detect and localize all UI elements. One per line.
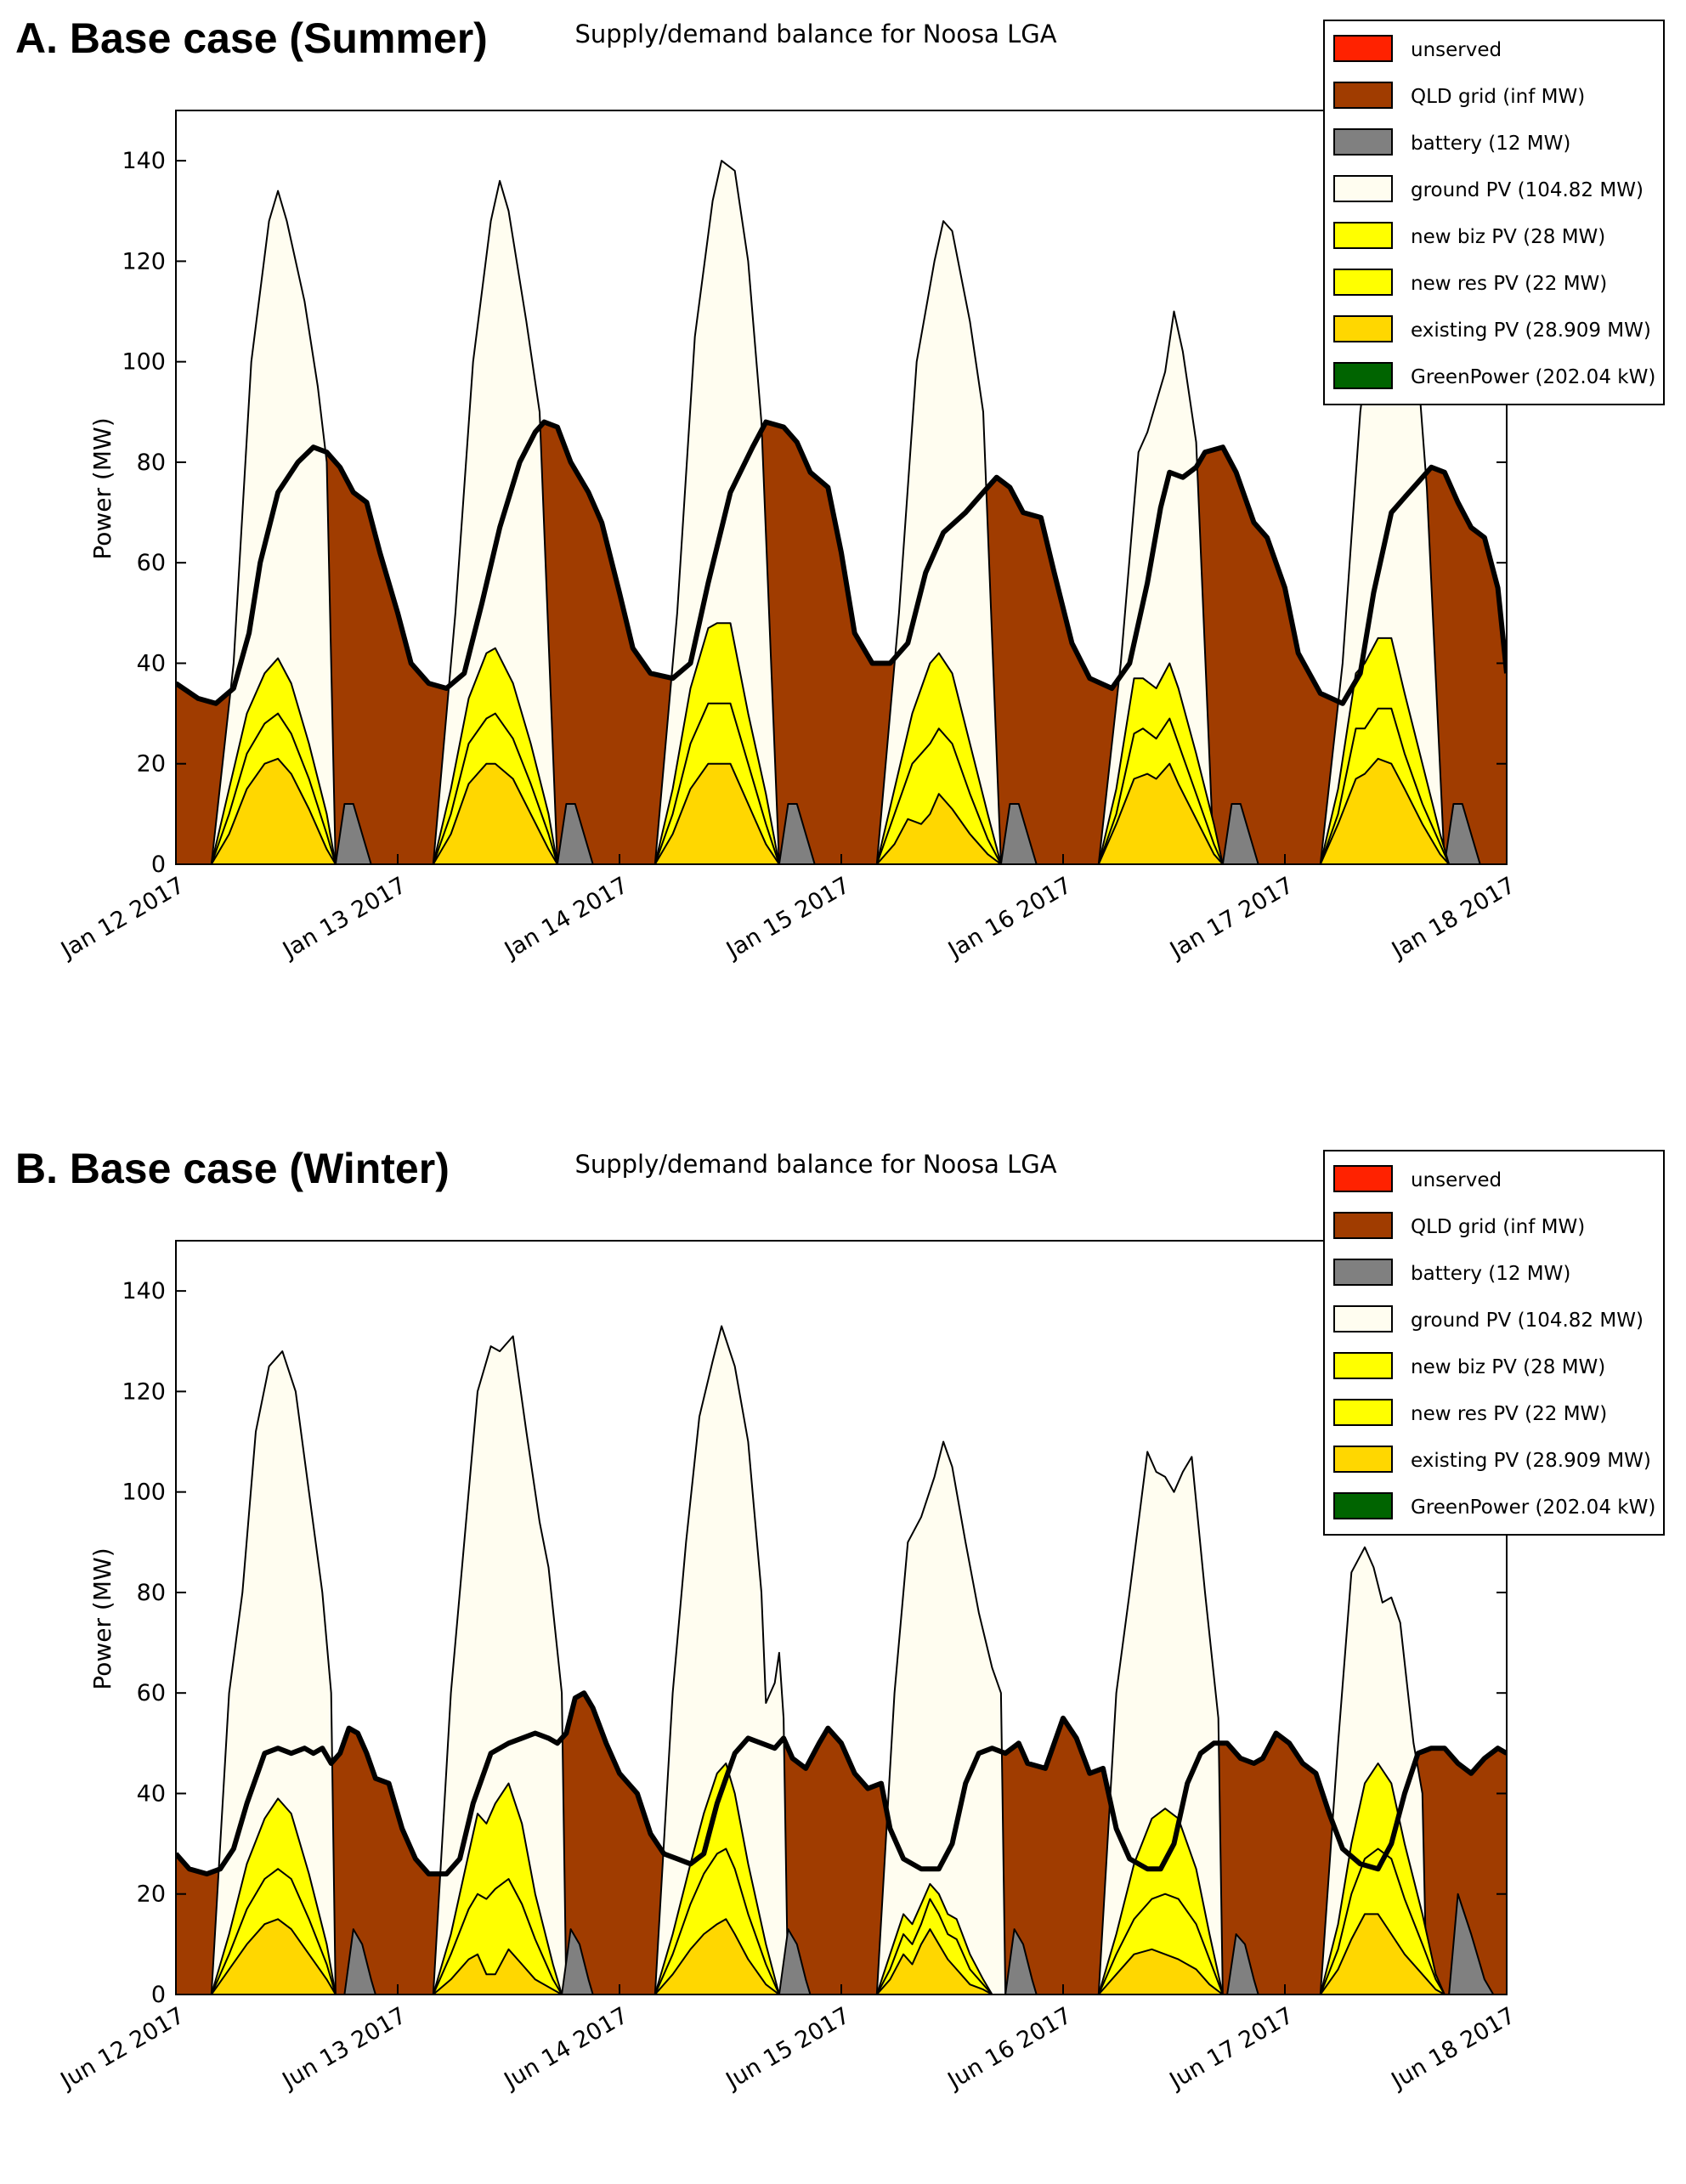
legend: unserved QLD grid (inf MW) battery (12 MW)… xyxy=(1323,20,1665,405)
x-tick-label: Jun 18 2017 xyxy=(1386,2002,1520,2095)
y-tick-label: 100 xyxy=(122,349,166,376)
y-tick-label: 120 xyxy=(122,248,166,274)
y-tick-label: 140 xyxy=(122,148,166,174)
x-tick-label: Jun 13 2017 xyxy=(277,2002,411,2095)
legend-swatch xyxy=(1333,362,1393,389)
x-tick-label: Jun 15 2017 xyxy=(721,2002,855,2095)
legend-entry: existing PV (28.909 MW) xyxy=(1411,320,1651,342)
legend-box xyxy=(1323,20,1665,405)
plot-area xyxy=(176,160,1507,864)
legend-swatch xyxy=(1333,128,1393,156)
legend-entry: QLD grid (inf MW) xyxy=(1411,86,1585,108)
legend-entry: new biz PV (28 MW) xyxy=(1411,226,1605,248)
legend-swatch xyxy=(1333,35,1393,62)
panel-label: A. Base case (Summer) xyxy=(15,14,488,62)
chart-title: Supply/demand balance for Noosa LGA xyxy=(574,1150,1056,1179)
legend-entry: battery (12 MW) xyxy=(1411,1263,1570,1285)
y-tick-label: 20 xyxy=(137,1881,166,1908)
legend-swatch xyxy=(1333,82,1393,109)
demand-line xyxy=(176,1690,1507,1877)
legend-swatch xyxy=(1333,315,1393,342)
legend-entry: QLD grid (inf MW) xyxy=(1411,1216,1585,1238)
x-tick-label: Jun 12 2017 xyxy=(55,2002,190,2095)
y-tick-label: 80 xyxy=(137,1580,166,1606)
legend-entry: new res PV (22 MW) xyxy=(1411,1403,1607,1425)
x-tick-label: Jan 13 2017 xyxy=(277,872,410,965)
legend-swatch xyxy=(1333,1212,1393,1239)
x-tick-label: Jan 17 2017 xyxy=(1164,872,1298,965)
demand-line xyxy=(176,419,1507,706)
legend-swatch xyxy=(1333,222,1393,249)
legend-entry: ground PV (104.82 MW) xyxy=(1411,179,1644,201)
legend-swatch xyxy=(1333,1446,1393,1473)
plot-area xyxy=(176,1325,1507,1994)
y-tick-label: 140 xyxy=(122,1278,166,1304)
legend-entry: unserved xyxy=(1411,39,1502,61)
panel-label: B. Base case (Winter) xyxy=(15,1145,450,1192)
legend-entry: ground PV (104.82 MW) xyxy=(1411,1310,1644,1332)
series-area-2 xyxy=(176,803,1507,864)
y-tick-label: 120 xyxy=(122,1378,166,1405)
y-axis-label: Power (MW) xyxy=(88,417,116,559)
y-tick-label: 100 xyxy=(122,1480,166,1506)
legend-entry: new res PV (22 MW) xyxy=(1411,273,1607,295)
legend-swatch xyxy=(1333,269,1393,296)
x-tick-label: Jan 14 2017 xyxy=(499,872,632,965)
legend-swatch xyxy=(1333,1165,1393,1192)
legend-swatch xyxy=(1333,1399,1393,1426)
x-tick-label: Jan 12 2017 xyxy=(55,872,189,965)
y-tick-label: 40 xyxy=(137,650,166,676)
legend-swatch xyxy=(1333,1352,1393,1379)
legend-box xyxy=(1323,1150,1665,1536)
summer-chart-panel: A. Base case (Summer) Supply/demand bala… xyxy=(0,0,1686,1054)
y-tick-label: 80 xyxy=(137,450,166,476)
legend-swatch xyxy=(1333,1259,1393,1286)
y-tick-label: 20 xyxy=(137,751,166,778)
series-area-6 xyxy=(176,757,1507,864)
winter-chart-panel: B. Base case (Winter) Supply/demand bala… xyxy=(0,1130,1686,2184)
series-area-1 xyxy=(176,1692,1507,1994)
legend-entry: battery (12 MW) xyxy=(1411,133,1570,155)
y-tick-label: 60 xyxy=(137,550,166,576)
series-area-6 xyxy=(176,1913,1507,1994)
legend-entry: unserved xyxy=(1411,1169,1502,1191)
x-tick-label: Jan 15 2017 xyxy=(721,872,854,965)
y-tick-label: 0 xyxy=(151,852,166,878)
y-axis-label: Power (MW) xyxy=(88,1547,116,1689)
x-tick-label: Jan 18 2017 xyxy=(1386,872,1519,965)
y-tick-label: 40 xyxy=(137,1780,166,1807)
winter-chart: B. Base case (Winter) Supply/demand bala… xyxy=(15,1145,1665,2095)
x-tick-label: Jan 16 2017 xyxy=(942,872,1076,965)
x-tick-label: Jun 14 2017 xyxy=(499,2002,633,2095)
x-tick-label: Jun 16 2017 xyxy=(942,2002,1077,2095)
legend: unserved QLD grid (inf MW) battery (12 MW)… xyxy=(1323,1150,1665,1536)
series-area-1 xyxy=(176,421,1507,864)
y-tick-label: 0 xyxy=(151,1982,166,2008)
x-tick-label: Jun 17 2017 xyxy=(1164,2002,1298,2095)
chart-title: Supply/demand balance for Noosa LGA xyxy=(574,20,1056,48)
legend-entry: new biz PV (28 MW) xyxy=(1411,1356,1605,1378)
y-tick-label: 60 xyxy=(137,1680,166,1706)
legend-entry: existing PV (28.909 MW) xyxy=(1411,1450,1651,1472)
series-area-2 xyxy=(176,1893,1507,1994)
legend-entry: GreenPower (202.04 kW) xyxy=(1411,366,1655,388)
summer-chart: A. Base case (Summer) Supply/demand bala… xyxy=(15,14,1665,965)
legend-swatch xyxy=(1333,175,1393,202)
legend-entry: GreenPower (202.04 kW) xyxy=(1411,1497,1655,1519)
legend-swatch xyxy=(1333,1492,1393,1519)
legend-swatch xyxy=(1333,1305,1393,1332)
